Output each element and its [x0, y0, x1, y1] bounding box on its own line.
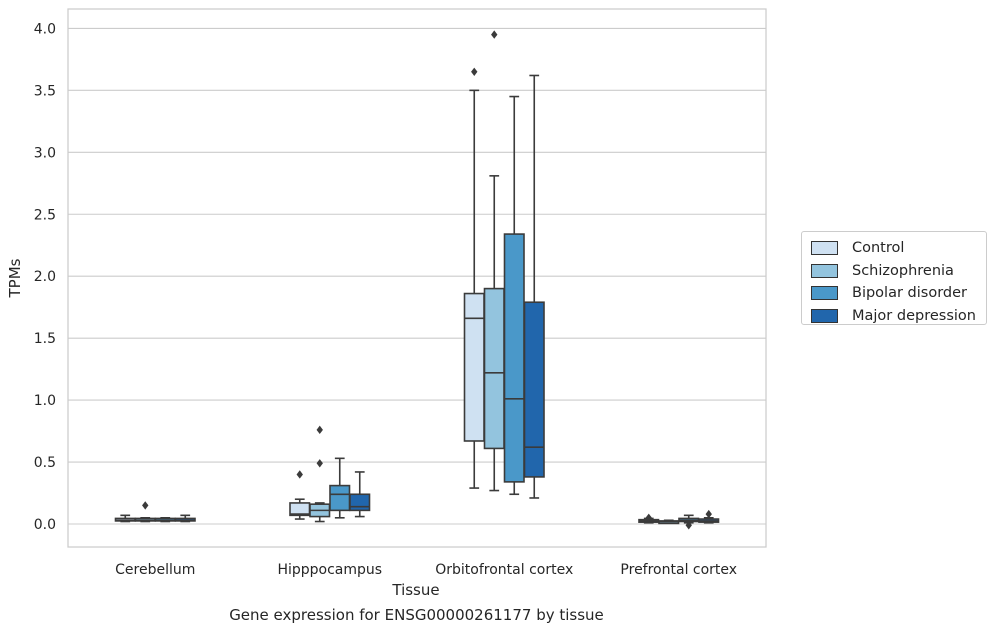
x-axis-label: Tissue: [391, 581, 439, 599]
box: [523, 301, 545, 478]
legend-item-major-depression: Major depression: [811, 305, 986, 328]
box-plot: [698, 509, 720, 524]
y-tick-label: 1.5: [34, 331, 56, 347]
box: [483, 287, 505, 450]
y-tick-label: 1.0: [34, 393, 56, 409]
box-plot: [114, 514, 136, 523]
legend-swatch: [811, 286, 838, 301]
y-tick-label: 2.0: [34, 269, 56, 285]
y-tick-label: 3.0: [34, 145, 56, 161]
y-tick-label: 3.5: [34, 83, 56, 99]
box-plot: [523, 74, 545, 499]
y-axis-label: TPMs: [6, 258, 24, 298]
legend-swatch: [811, 263, 838, 278]
y-tick-label: 4.0: [34, 21, 56, 37]
y-tick-label: 2.5: [34, 207, 56, 223]
y-axis-ticks: 0.0 0.5 1.0 1.5 2.0 2.5 3.0 3.5 4.0: [34, 21, 56, 533]
plot-area-frame: [67, 8, 767, 548]
gridlines: [68, 27, 766, 525]
box-plot: [463, 67, 485, 489]
outlier-point: [316, 459, 323, 468]
box-plot: [349, 471, 371, 518]
y-tick-label: 0.0: [34, 517, 56, 533]
legend-item-bipolar-disorder: Bipolar disorder: [811, 282, 986, 305]
legend: Control Schizophrenia Bipolar disorder M…: [801, 231, 987, 325]
box-plot: [503, 95, 525, 496]
x-axis-ticks: Cerebellum Hipppocampus Orbitofrontal cort…: [115, 562, 737, 578]
x-tick-label: Prefrontal cortex: [620, 562, 737, 578]
legend-swatch: [811, 308, 838, 323]
x-tick-label: Cerebellum: [115, 562, 195, 578]
outlier-point: [471, 67, 478, 76]
box: [329, 484, 351, 512]
box-plot-groups: [114, 30, 720, 530]
y-tick-label: 0.5: [34, 455, 56, 471]
x-tick-label: Orbitofrontal cortex: [435, 562, 573, 578]
outlier-point: [296, 470, 303, 479]
outlier-point: [142, 501, 149, 510]
box-plot: [658, 519, 680, 525]
outlier-point: [491, 30, 498, 39]
legend-label: Schizophrenia: [852, 262, 954, 279]
box-plot: [678, 514, 700, 530]
figure-caption: Gene expression for ENSG00000261177 by t…: [229, 606, 604, 624]
box-plot: [329, 457, 351, 519]
legend-label: Major depression: [852, 307, 976, 324]
outlier-point: [685, 521, 692, 530]
box: [503, 233, 525, 483]
legend-swatch: [811, 241, 838, 256]
legend-label: Control: [852, 240, 905, 257]
legend-label: Bipolar disorder: [852, 285, 967, 302]
box-plot: [289, 470, 311, 520]
box-plot: [154, 517, 176, 523]
box: [349, 493, 371, 512]
box-plot: [174, 514, 196, 523]
x-tick-label: Hipppocampus: [277, 562, 382, 578]
outlier-point: [645, 513, 652, 523]
box: [463, 292, 485, 442]
outlier-point: [705, 509, 712, 519]
box-plot: [309, 425, 331, 523]
box-plot: [638, 513, 660, 524]
legend-item-schizophrenia: Schizophrenia: [811, 260, 986, 283]
legend-item-control: Control: [811, 237, 986, 260]
box-plot: [134, 501, 156, 523]
outlier-point: [316, 425, 323, 435]
box-plot: [483, 30, 505, 492]
